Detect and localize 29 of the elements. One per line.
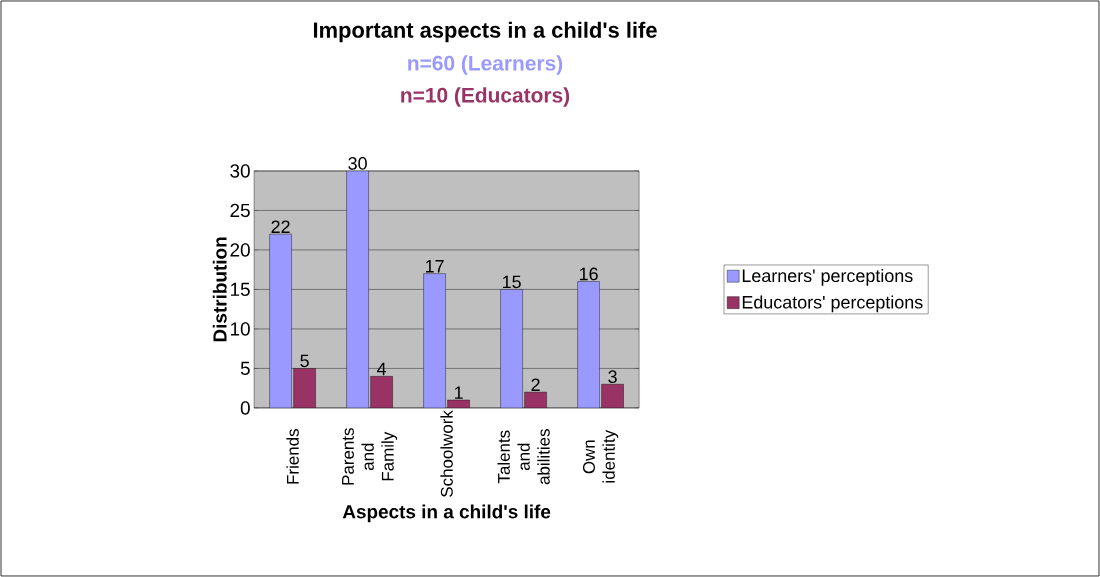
y-tick-label: 0 <box>240 401 250 415</box>
x-axis-title: Aspects in a child's life <box>342 504 551 523</box>
data-label: 2 <box>531 378 540 391</box>
data-label: 4 <box>377 362 387 376</box>
y-tick-label: 5 <box>240 361 250 376</box>
y-tick-label: 20 <box>230 243 250 257</box>
y-tick-label: 15 <box>230 282 250 297</box>
data-label: 16 <box>579 267 598 281</box>
y-axis-title: Distribution <box>212 237 227 342</box>
chart-title: Important aspects in a child's life <box>313 21 657 43</box>
data-label: 30 <box>348 157 367 170</box>
chart-subtitle: n=60 (Learners) <box>408 55 563 75</box>
data-label: 1 <box>454 386 463 399</box>
data-label: 5 <box>300 354 309 368</box>
legend-label: Learners' perceptions <box>742 268 913 286</box>
x-tick-label: Own identity <box>582 429 619 483</box>
text: n=10 (Educators) <box>401 87 570 107</box>
data-label: 3 <box>608 370 617 384</box>
y-tick-label: 10 <box>230 322 250 336</box>
x-tick-label: Schoolwork <box>440 410 453 497</box>
x-tick-label: Friends <box>286 429 299 484</box>
y-tick-label: 30 <box>230 164 250 178</box>
data-label: 15 <box>502 275 521 289</box>
x-tick-label: Parents and Family <box>342 428 398 485</box>
data-label: 17 <box>425 260 444 273</box>
legend-label: Educators' perceptions <box>742 295 923 313</box>
y-tick-label: 25 <box>230 203 250 218</box>
x-tick-label: Talents and abilities <box>497 429 550 485</box>
data-label: 22 <box>271 220 290 233</box>
